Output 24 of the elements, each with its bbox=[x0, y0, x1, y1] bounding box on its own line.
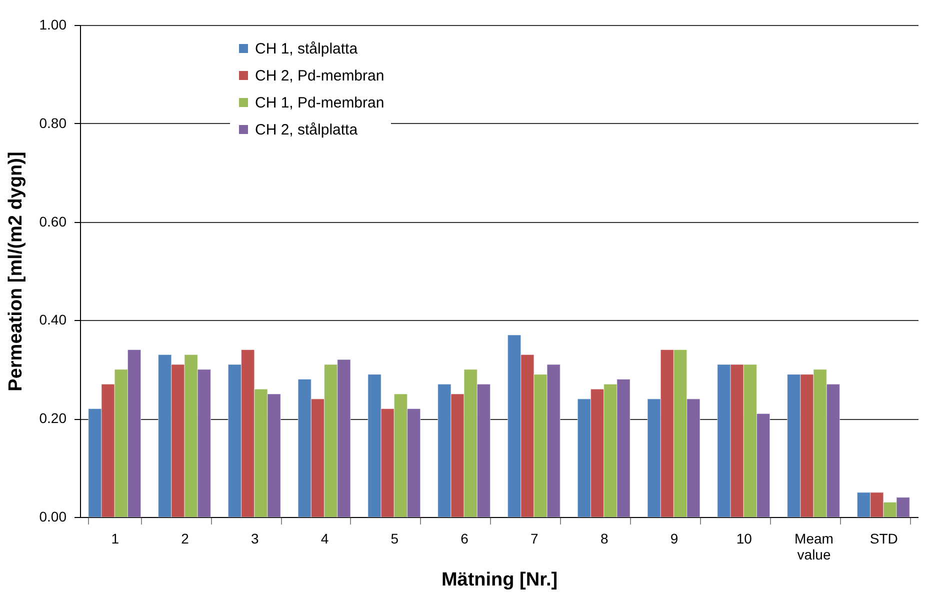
x-tick-label: 4 bbox=[320, 530, 329, 546]
x-tick-label: 5 bbox=[390, 530, 399, 546]
x-tick-label: 2 bbox=[181, 530, 190, 546]
x-axis-title: Mätning [Nr.] bbox=[441, 570, 558, 590]
y-tick-label: 0.60 bbox=[39, 213, 67, 230]
y-tick-label: 0.20 bbox=[39, 410, 67, 426]
legend-label: CH 2, Pd-membran bbox=[255, 68, 384, 84]
legend-label: CH 1, stålplatta bbox=[255, 40, 358, 58]
x-tick-label: 1 bbox=[111, 530, 120, 546]
x-tick-label: 3 bbox=[250, 530, 259, 546]
x-tick-label: STD bbox=[870, 530, 898, 546]
x-tick-label: 8 bbox=[600, 530, 608, 546]
x-tick-label: 9 bbox=[670, 530, 678, 546]
x-tick-label: 7 bbox=[530, 530, 539, 546]
y-tick-label: 0.80 bbox=[39, 114, 67, 131]
y-tick-label: 0.40 bbox=[39, 312, 67, 328]
y-tick-label: 1.00 bbox=[39, 16, 67, 32]
x-tick-label: 6 bbox=[460, 530, 469, 546]
legend-label: CH 2, stålplatta bbox=[255, 122, 358, 138]
y-tick-label: 0.00 bbox=[39, 508, 67, 524]
legend-label: CH 1, Pd-membran bbox=[255, 94, 384, 112]
x-tick-label: Meam value bbox=[794, 530, 834, 562]
x-tick-label: 10 bbox=[736, 530, 752, 546]
y-axis-title: Permeation [ml/(m2 dygn)] bbox=[5, 152, 26, 392]
